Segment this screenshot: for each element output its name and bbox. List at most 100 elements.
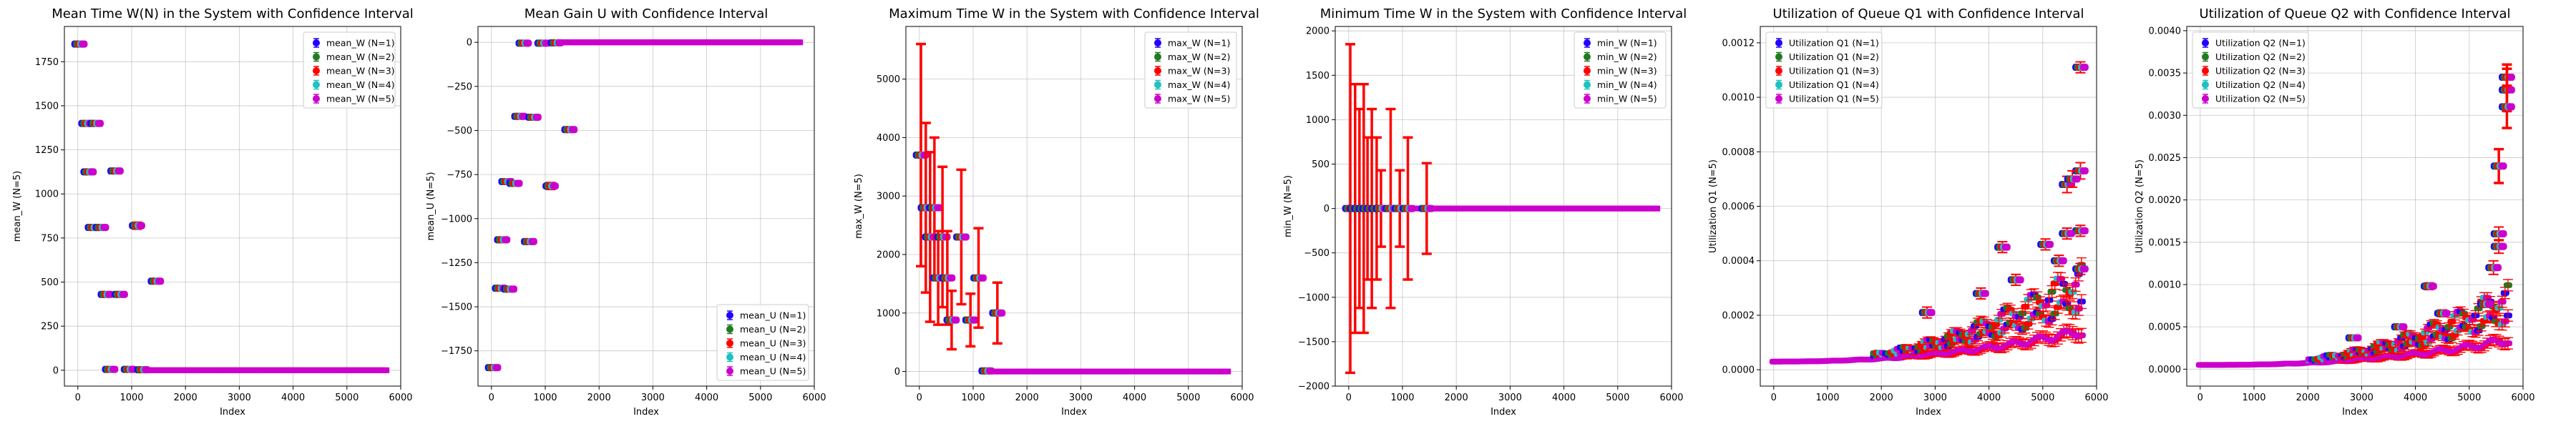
x-tick-label: 3000 <box>2350 393 2373 403</box>
chart-title: Utilization of Queue Q2 with Confidence … <box>2200 6 2511 21</box>
data-point <box>947 274 956 282</box>
data-layer <box>1342 43 1661 375</box>
legend-entry: Utilization Q1 (N=4) <box>1789 79 1879 90</box>
chart-panel-5: 0 1000 2000 3000 4000 5000 6000 0.0000 0.0002 0.0… <box>1708 6 2109 418</box>
data-point <box>2044 240 2054 248</box>
legend-entry: min_W (N=3) <box>1597 66 1657 77</box>
data-point <box>532 113 542 121</box>
legend-entry: mean_W (N=4) <box>326 79 395 90</box>
x-tick-label: 1000 <box>961 393 985 403</box>
data-point <box>381 367 390 373</box>
x-tick-label: 1000 <box>1815 393 1839 403</box>
y-tick-label: 0 <box>467 38 472 49</box>
x-axis-label: Index <box>1916 407 1941 418</box>
data-point <box>2498 162 2507 170</box>
legend-entry: Utilization Q2 (N=2) <box>2215 51 2306 62</box>
x-axis-label: Index <box>633 407 659 418</box>
data-point <box>502 236 511 244</box>
y-tick-label: 500 <box>41 277 59 288</box>
x-tick-label: 0 <box>2197 393 2203 403</box>
y-tick-label: −750 <box>447 170 472 181</box>
data-point <box>2484 300 2494 308</box>
x-tick-label: 6000 <box>2084 393 2108 403</box>
y-tick-label: 1500 <box>35 101 59 112</box>
x-tick-label: 0 <box>489 393 494 403</box>
x-tick-label: 2000 <box>1015 393 1039 403</box>
y-tick-label: 0.0004 <box>1722 256 1755 267</box>
y-tick-label: 1000 <box>877 308 900 319</box>
legend-marker-icon <box>1154 39 1161 46</box>
legend-marker-icon <box>2202 81 2209 89</box>
y-tick-label: 5000 <box>877 74 900 85</box>
y-tick-label: 500 <box>1312 159 1330 170</box>
y-tick-label: 2000 <box>1306 26 1330 37</box>
x-tick-label: 5000 <box>2457 393 2481 403</box>
legend-entry: Utilization Q1 (N=1) <box>1789 38 1879 49</box>
data-point <box>2428 282 2437 290</box>
legend: min_W (N=1) min_W (N=2) min_W (N=3) min_W (… <box>1574 31 1667 109</box>
axes-frame <box>64 26 401 387</box>
legend-marker-icon <box>1154 81 1161 89</box>
y-tick-label: 0.0025 <box>2149 153 2182 164</box>
x-tick-label: 6000 <box>1659 393 1683 403</box>
data-point <box>970 316 979 324</box>
legend-box <box>303 31 396 109</box>
data-layer <box>912 42 1231 375</box>
legend-entry: mean_W (N=2) <box>326 51 395 62</box>
y-tick-label: −2000 <box>1298 382 1330 393</box>
x-tick-label: 0 <box>917 393 922 403</box>
data-point <box>2079 64 2089 72</box>
data-layer <box>484 39 804 372</box>
legend: Utilization Q1 (N=1) Utilization Q1 (N=2)… <box>1765 31 1883 109</box>
y-tick-label: 0.0012 <box>1722 38 1755 49</box>
y-tick-label: 0 <box>1324 204 1330 214</box>
data-point <box>2399 323 2408 331</box>
data-point <box>109 365 119 373</box>
x-tick-label: 6000 <box>2511 393 2534 403</box>
data-point <box>2506 86 2515 94</box>
data-point <box>509 285 518 293</box>
data-point <box>514 179 523 187</box>
y-tick-label: 0.0010 <box>2149 280 2182 290</box>
data-point <box>105 290 114 298</box>
legend-entry: Utilization Q1 (N=2) <box>1789 51 1879 62</box>
data-point <box>794 39 804 46</box>
legend-entry: max_W (N=2) <box>1168 51 1230 62</box>
legend-marker-icon <box>2202 95 2209 102</box>
data-point <box>2015 276 2024 284</box>
y-tick-label: 0.0005 <box>2149 322 2182 333</box>
x-tick-label: 3000 <box>1923 393 1947 403</box>
legend-entry: min_W (N=1) <box>1597 38 1657 49</box>
x-tick-label: 0 <box>1346 393 1352 403</box>
x-axis-label: Index <box>1061 407 1087 418</box>
data-point <box>2079 167 2089 174</box>
y-axis-label: mean_U (N=5) <box>426 172 436 240</box>
y-axis-label: Utilization Q1 (N=5) <box>1708 159 1719 253</box>
data-point <box>2506 74 2515 82</box>
data-point <box>2506 103 2515 111</box>
x-tick-label: 0 <box>75 393 81 403</box>
x-tick-label: 3000 <box>641 393 665 403</box>
y-tick-label: 4000 <box>877 133 900 144</box>
data-point <box>2353 334 2362 342</box>
legend-entry: mean_W (N=3) <box>326 66 395 77</box>
legend-marker-icon <box>1775 53 1782 61</box>
x-tick-label: 5000 <box>335 393 358 403</box>
data-point <box>2067 230 2076 237</box>
legend-marker-icon <box>1775 81 1782 89</box>
x-tick-label: 1000 <box>1390 393 1414 403</box>
legend: mean_W (N=1) mean_W (N=2) mean_W (N=3) mean… <box>303 31 396 109</box>
x-tick-label: 4000 <box>695 393 718 403</box>
y-tick-label: 750 <box>41 233 59 244</box>
x-tick-label: 3000 <box>228 393 251 403</box>
data-point <box>100 224 109 232</box>
data-layer <box>71 40 390 374</box>
data-point <box>2001 243 2011 251</box>
x-tick-label: 1000 <box>119 393 143 403</box>
data-point <box>523 39 532 47</box>
data-point <box>550 182 559 190</box>
legend: mean_U (N=1) mean_U (N=2) mean_U (N=3) mean… <box>716 304 809 381</box>
y-tick-label: 0.0000 <box>2149 365 2182 375</box>
legend-marker-icon <box>313 67 320 74</box>
x-axis-label: Index <box>2342 407 2368 418</box>
